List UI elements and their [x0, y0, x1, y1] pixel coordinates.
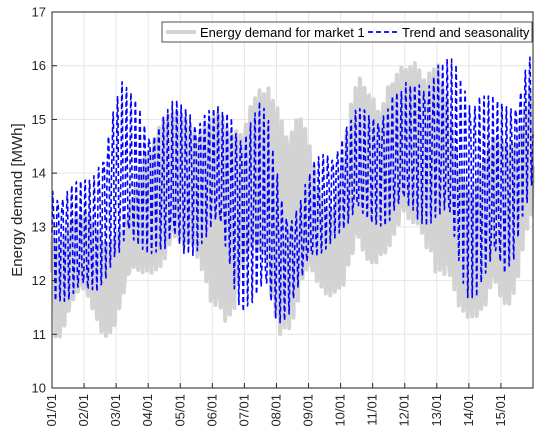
x-tick-label: 11/01 [365, 394, 380, 426]
x-tick-label: 06/01 [204, 394, 219, 427]
x-tick-label: 02/01 [76, 394, 91, 427]
x-tick-label: 15/01 [493, 394, 508, 427]
x-tick-label: 01/01 [44, 394, 59, 427]
series-line-trend-seasonality [51, 56, 534, 324]
x-tick-label: 05/01 [172, 394, 187, 427]
legend-label-trend: Trend and seasonality [402, 25, 530, 40]
series-line-energy-demand [50, 61, 535, 339]
y-tick-label: 17 [32, 5, 46, 20]
y-axis-label: Energy demand [MWh] [9, 123, 26, 276]
x-tick-label: 12/01 [397, 394, 412, 427]
y-tick-label: 12 [32, 273, 46, 288]
y-tick-label: 11 [33, 327, 47, 342]
series-layer [50, 56, 535, 339]
x-tick-label: 09/01 [301, 394, 316, 427]
y-tick-label: 13 [32, 219, 46, 234]
x-tick-label: 14/01 [461, 394, 476, 427]
axes: 10 11 12 13 14 15 16 17 01/01 02/01 03/01 04/01 05/0… [32, 5, 534, 427]
legend-label-energy-demand: Energy demand for market 1 [200, 25, 365, 40]
x-tick-label: 08/01 [268, 394, 283, 427]
legend-box [161, 21, 533, 43]
x-tick-label: 04/01 [140, 394, 155, 427]
legend: Energy demand for market 1 Trend and seas… [161, 21, 533, 43]
x-tick-label: 07/01 [236, 394, 251, 427]
axes-box [51, 11, 534, 389]
y-tick-label: 10 [32, 381, 46, 396]
y-tick-label: 16 [32, 58, 46, 73]
x-tick-label: 03/01 [108, 394, 123, 427]
x-tick-label: 13/01 [429, 394, 444, 427]
y-tick-label: 14 [32, 166, 46, 181]
y-tick-label: 15 [32, 112, 46, 127]
x-tick-label: 10/01 [333, 394, 348, 427]
